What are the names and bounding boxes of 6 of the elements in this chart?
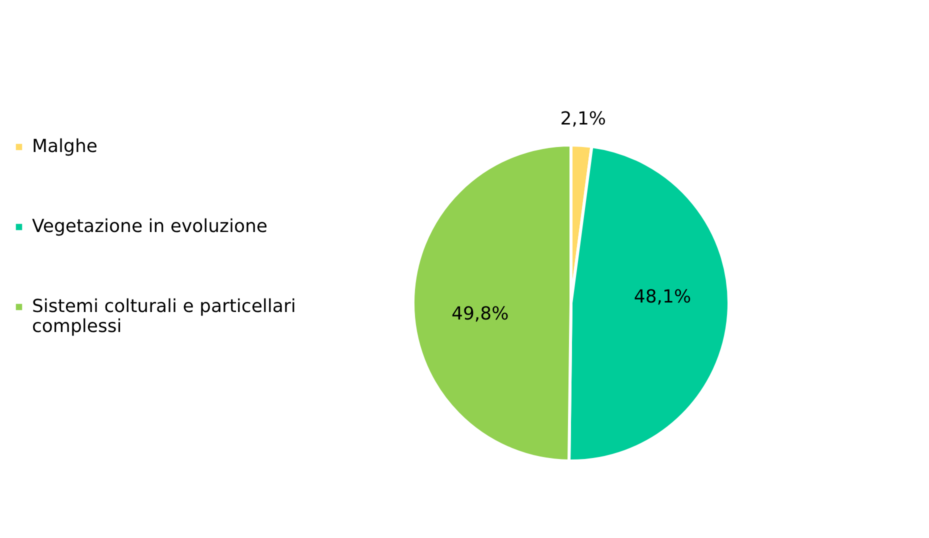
data-label: 49,8% bbox=[451, 303, 509, 324]
legend-label: Vegetazione in evoluzione bbox=[32, 216, 268, 237]
data-label: 48,1% bbox=[634, 286, 692, 308]
legend-label: Malghe bbox=[32, 136, 98, 157]
data-label: 2,1% bbox=[560, 108, 606, 130]
legend-label: Sistemi colturali e particellari complessi bbox=[32, 296, 296, 337]
